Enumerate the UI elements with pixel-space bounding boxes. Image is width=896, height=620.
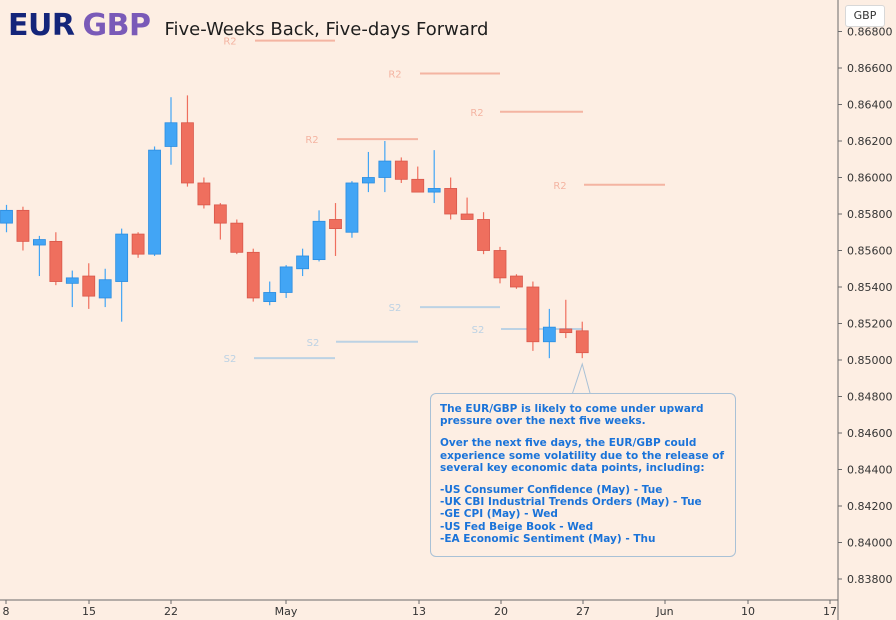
y-tick-label: 0.85800 bbox=[847, 208, 893, 221]
resistance-label: R2 bbox=[223, 37, 236, 48]
candle-up bbox=[296, 255, 310, 270]
y-tick-label: 0.84800 bbox=[847, 391, 893, 404]
x-tick-label: 22 bbox=[164, 605, 178, 618]
resistance-label: R2 bbox=[553, 181, 566, 192]
chart-title: Five-Weeks Back, Five-days Forward bbox=[164, 19, 489, 40]
candle-up bbox=[164, 122, 178, 147]
resistance-label: R2 bbox=[305, 135, 318, 146]
y-tick-label: 0.84600 bbox=[847, 427, 893, 440]
candle-up bbox=[98, 279, 112, 299]
y-tick-label: 0.83800 bbox=[847, 573, 893, 586]
x-tick-label: 15 bbox=[82, 605, 96, 618]
x-tick-label: 17 bbox=[823, 605, 837, 618]
events-list: -US Consumer Confidence (May) - Tue -UK … bbox=[440, 484, 726, 545]
callout-pointer bbox=[571, 362, 591, 395]
candle-down bbox=[444, 188, 458, 215]
y-tick-label: 0.84400 bbox=[847, 464, 893, 477]
candle-down bbox=[246, 251, 260, 299]
x-tick-label: 20 bbox=[494, 605, 508, 618]
resistance-label: R2 bbox=[470, 108, 483, 119]
candle-up bbox=[427, 188, 441, 193]
candle-down bbox=[82, 275, 96, 297]
event-item: -US Fed Beige Book - Wed bbox=[440, 520, 594, 533]
support-label: S2 bbox=[307, 338, 320, 349]
candle-down bbox=[510, 275, 523, 288]
x-tick-label: Jun bbox=[655, 605, 673, 618]
candle-up bbox=[361, 177, 375, 184]
candle-down bbox=[493, 250, 507, 279]
candle-down bbox=[16, 209, 30, 242]
candle-up bbox=[263, 292, 277, 303]
x-tick-label: 27 bbox=[576, 605, 590, 618]
candle-up bbox=[0, 209, 13, 224]
support-label: S2 bbox=[224, 354, 237, 365]
candle-down bbox=[197, 182, 211, 206]
support-label: S2 bbox=[472, 325, 485, 336]
y-tick-label: 0.85200 bbox=[847, 318, 893, 331]
candle-down bbox=[477, 219, 490, 251]
candle-up bbox=[279, 266, 293, 293]
y-tick-label: 0.86200 bbox=[847, 135, 893, 148]
annotation-box: The EUR/GBP is likely to come under upwa… bbox=[430, 393, 736, 557]
event-item: -US Consumer Confidence (May) - Tue bbox=[440, 484, 663, 497]
symbol-quote: GBP bbox=[82, 8, 151, 43]
candle-down bbox=[329, 219, 342, 230]
y-tick-label: 0.86800 bbox=[847, 26, 893, 39]
y-tick-label: 0.86400 bbox=[847, 99, 893, 112]
candle-down bbox=[394, 160, 408, 180]
x-tick-label: 10 bbox=[741, 605, 755, 618]
candle-up bbox=[378, 160, 392, 178]
y-tick-label: 0.85600 bbox=[847, 245, 893, 258]
candle-down bbox=[230, 222, 244, 253]
candle-down bbox=[49, 240, 63, 282]
event-item: -EA Economic Sentiment (May) - Thu bbox=[440, 532, 656, 545]
event-item: -GE CPI (May) - Wed bbox=[440, 508, 558, 521]
candle-down bbox=[181, 122, 194, 184]
support-label: S2 bbox=[389, 303, 402, 314]
candle-up bbox=[115, 233, 129, 282]
candle-down bbox=[575, 330, 589, 354]
annotation-para-1: The EUR/GBP is likely to come under upwa… bbox=[440, 403, 704, 428]
y-tick-label: 0.86600 bbox=[847, 62, 893, 75]
annotation-para-2: Over the next five days, the EUR/GBP cou… bbox=[440, 437, 725, 474]
candle-down bbox=[213, 204, 227, 224]
candle-up bbox=[65, 277, 79, 284]
y-tick-label: 0.86000 bbox=[847, 172, 893, 185]
x-tick-label: 13 bbox=[412, 605, 426, 618]
currency-badge[interactable]: GBP bbox=[845, 5, 885, 27]
candle-up bbox=[33, 239, 46, 246]
candle-down bbox=[526, 286, 540, 343]
y-tick-label: 0.85400 bbox=[847, 281, 893, 294]
y-tick-label: 0.84200 bbox=[847, 500, 893, 513]
x-tick-label: May bbox=[275, 605, 298, 618]
candle-up bbox=[542, 326, 556, 343]
candle-down bbox=[460, 213, 474, 220]
x-tick-label: 8 bbox=[3, 605, 10, 618]
candle-down bbox=[559, 328, 573, 334]
chart-header: EUR GBP Five-Weeks Back, Five-days Forwa… bbox=[8, 8, 488, 43]
y-tick-label: 0.85000 bbox=[847, 354, 893, 367]
candle-down bbox=[131, 233, 145, 255]
resistance-label: R2 bbox=[388, 69, 401, 80]
candle-up bbox=[345, 182, 359, 233]
event-item: -UK CBI Industrial Trends Orders (May) -… bbox=[440, 496, 702, 509]
candle-down bbox=[411, 178, 425, 193]
y-tick-label: 0.84000 bbox=[847, 537, 893, 550]
candle-up bbox=[148, 149, 161, 255]
symbol-base: EUR bbox=[8, 8, 75, 43]
candle-up bbox=[312, 220, 326, 261]
